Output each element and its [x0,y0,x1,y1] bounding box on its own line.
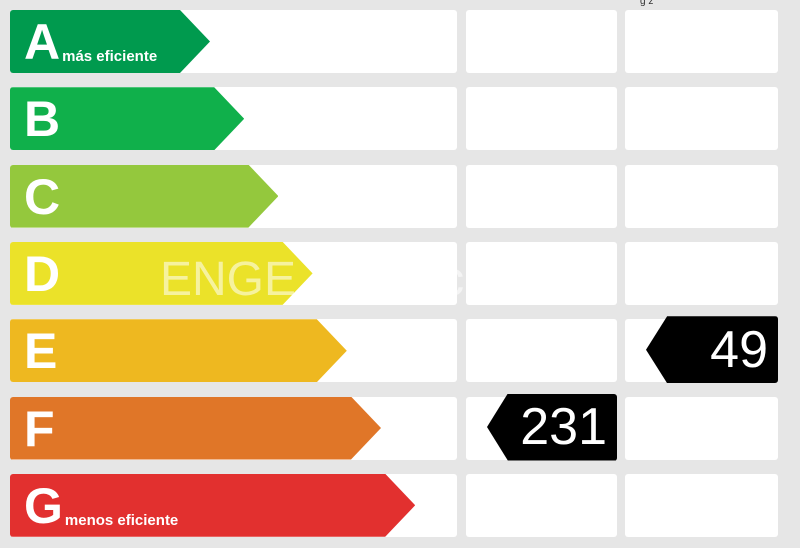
class-arrow-e: E [10,319,347,383]
class-letter: A [24,14,61,70]
rating-cell [625,396,778,460]
rating-cell [466,473,617,537]
rating-cell [625,241,778,305]
class-label: más eficiente [62,48,158,65]
rating-cell [466,10,617,73]
class-arrow-d: D [10,241,313,305]
rating-cell [466,319,617,383]
rating-cell [466,164,617,228]
rating-value-tag: 49 [646,316,778,384]
class-arrow-c: C [10,164,279,228]
class-arrow-b: B [10,87,245,151]
header-fragment: g ž [640,0,654,7]
class-letter: C [24,168,61,225]
rating-cell [625,87,778,151]
class-letter: E [24,323,58,380]
class-letter: G [24,477,63,534]
class-arrow-f: F [10,396,381,460]
rating-value-tag: 231 [487,393,617,461]
rating-cell [466,87,617,151]
class-letter: D [24,245,61,302]
class-letter: F [24,400,55,457]
rating-cell [625,473,778,537]
class-label: menos eficiente [64,511,179,529]
class-letter: B [24,91,61,148]
rating-cell [466,241,617,305]
rating-cell [625,164,778,228]
watermark: ENGE habitaclia S [160,253,558,306]
rating-cell [625,10,778,73]
